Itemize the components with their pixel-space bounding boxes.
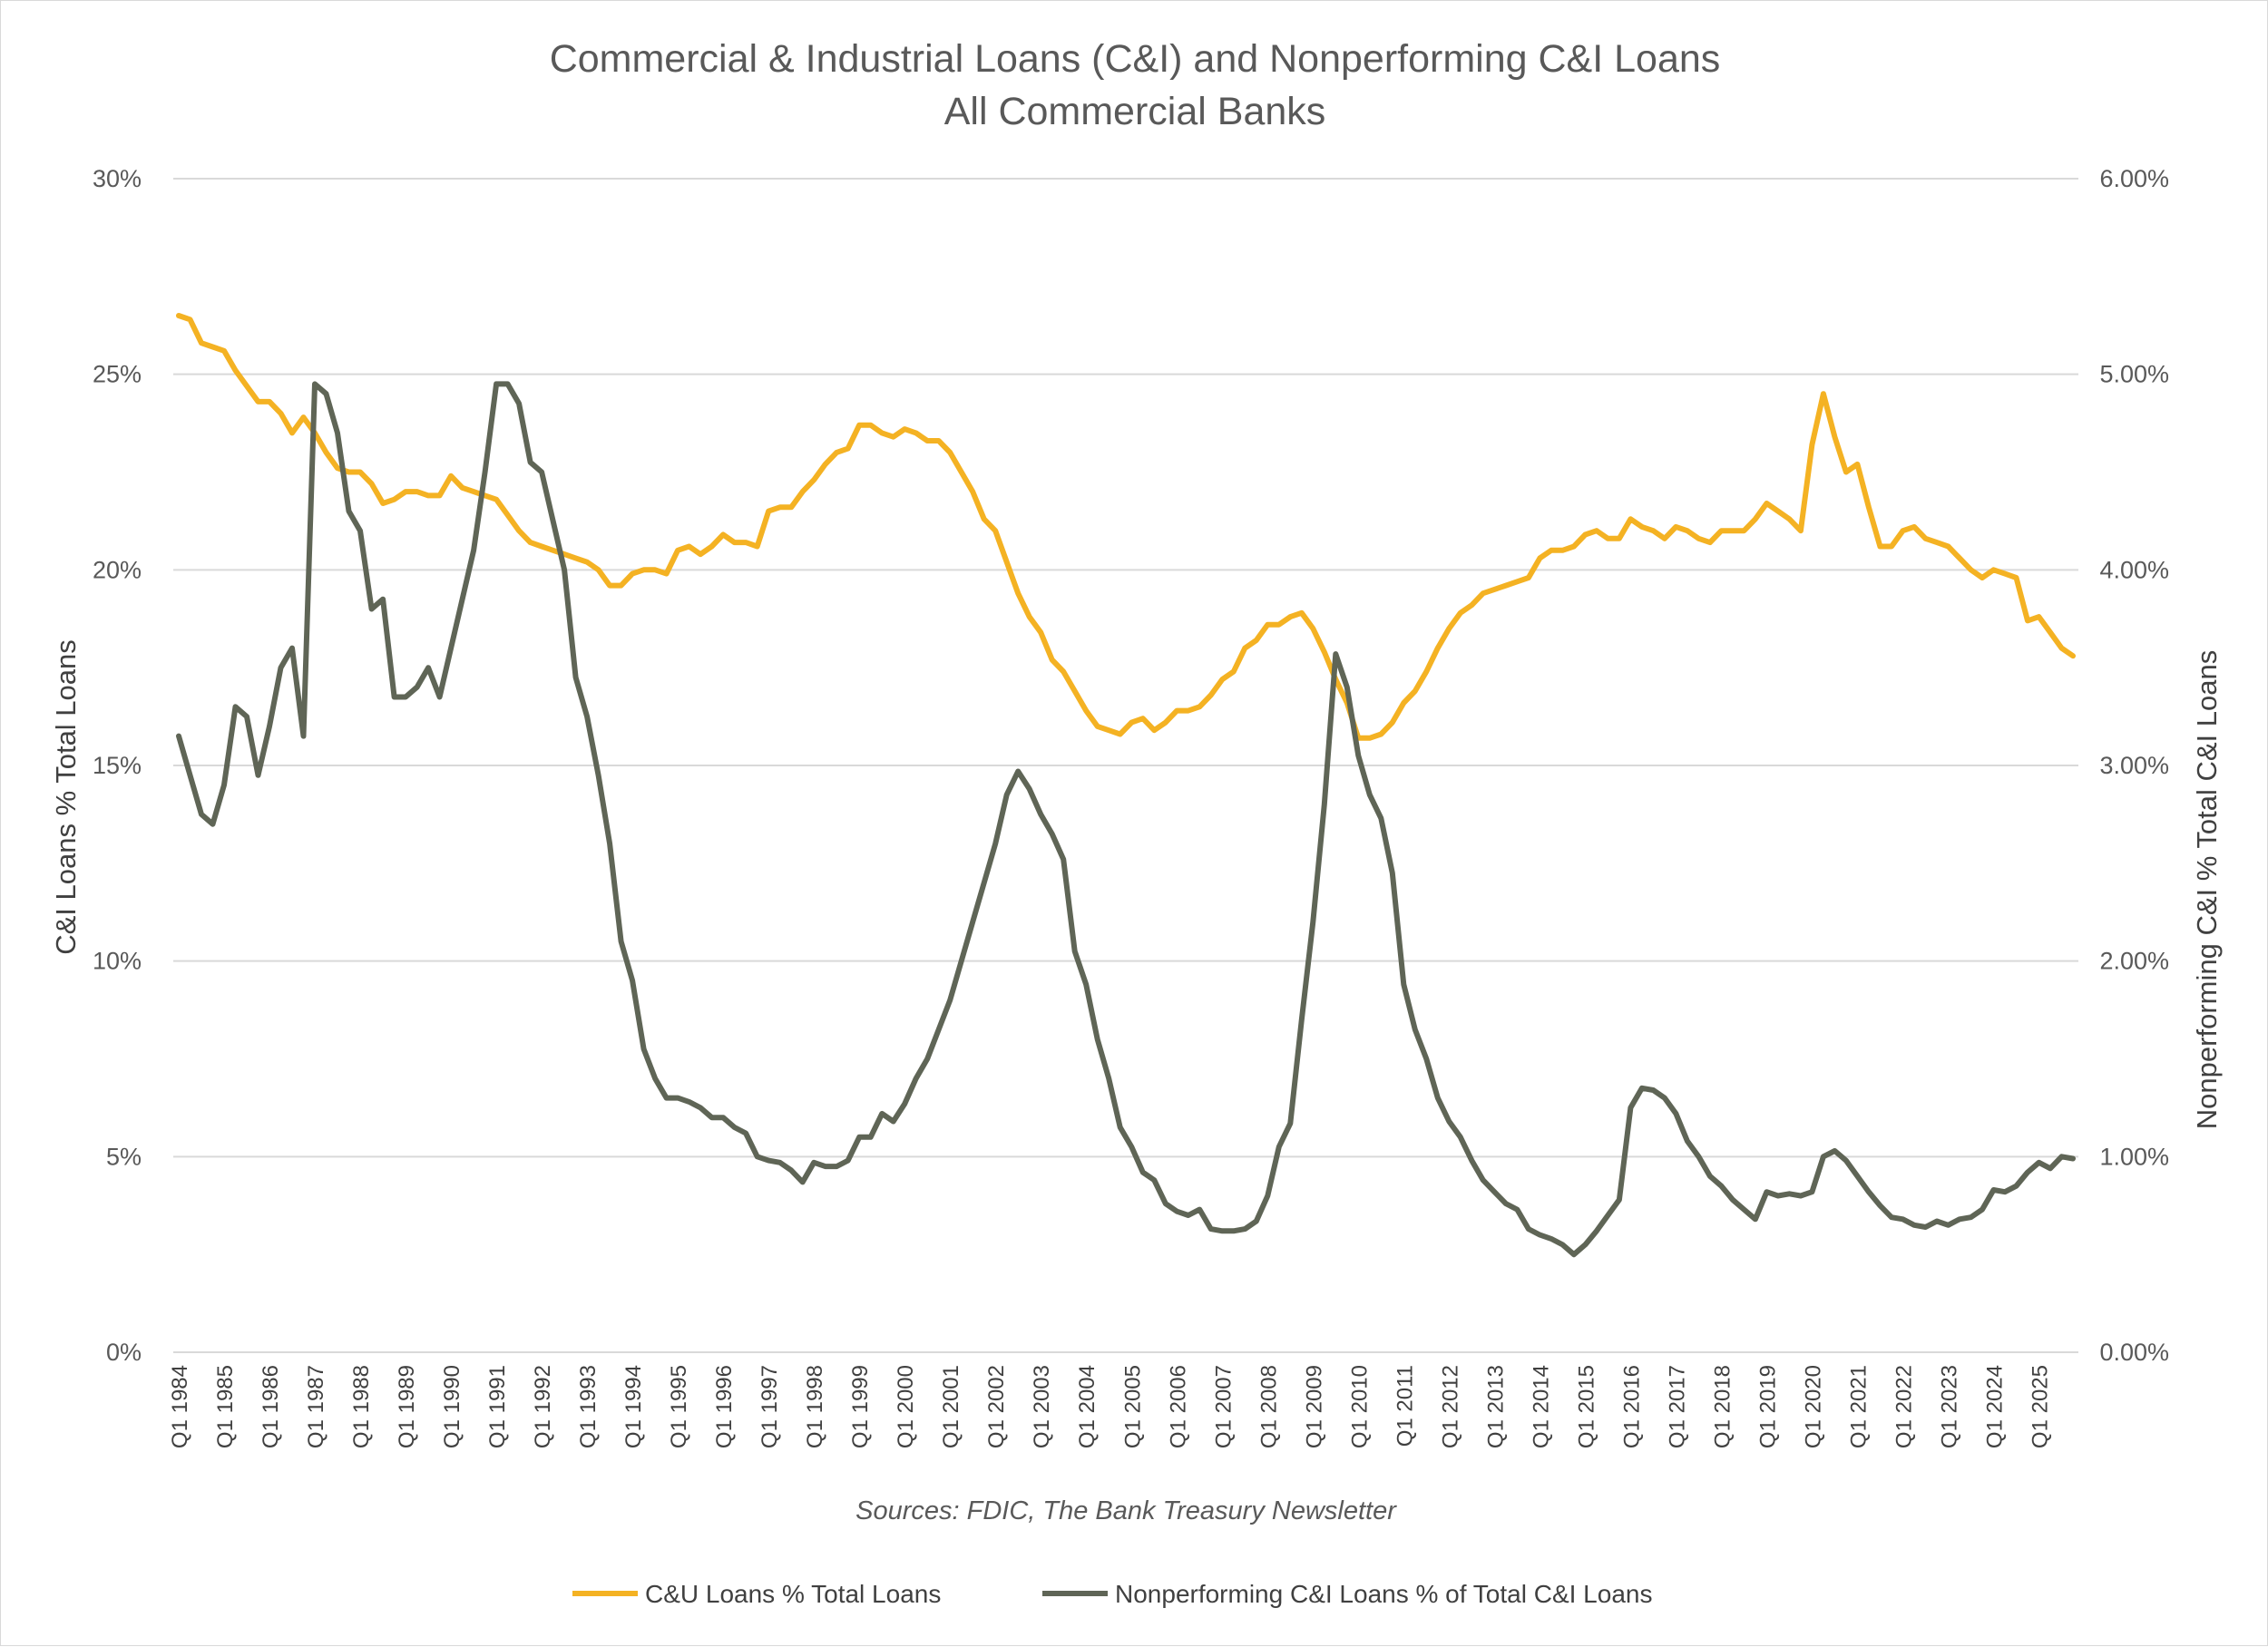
x-tick-label: Q1 1986 bbox=[259, 1365, 283, 1448]
x-tick-label: Q1 2005 bbox=[1120, 1365, 1145, 1448]
right-y-tick-label: 6.00% bbox=[2099, 165, 2169, 192]
x-tick-label: Q1 2019 bbox=[1755, 1365, 1780, 1448]
right-y-tick-label: 5.00% bbox=[2099, 361, 2169, 388]
x-tick-label: Q1 2011 bbox=[1393, 1365, 1417, 1447]
x-tick-label: Q1 1985 bbox=[213, 1365, 238, 1448]
x-tick-label: Q1 2016 bbox=[1619, 1365, 1644, 1448]
left-y-tick-label: 10% bbox=[93, 948, 142, 975]
x-tick-label: Q1 2020 bbox=[1801, 1365, 1825, 1448]
legend: C&U Loans % Total Loans Nonperforming C&… bbox=[572, 1580, 1652, 1608]
legend-label-nonperforming: Nonperforming C&I Loans % of Total C&I L… bbox=[1115, 1580, 1652, 1608]
chart-subtitle: All Commercial Banks bbox=[944, 90, 1326, 133]
x-tick-label: Q1 2015 bbox=[1574, 1365, 1598, 1448]
x-tick-label: Q1 2003 bbox=[1030, 1365, 1054, 1448]
x-tick-label: Q1 2024 bbox=[1982, 1365, 2007, 1448]
right-y-axis-label: Nonperforming C&I % Total C&I Loans bbox=[2191, 650, 2223, 1129]
x-tick-label: Q1 2007 bbox=[1211, 1365, 1236, 1448]
source-note: Sources: FDIC, The Bank Treasury Newslet… bbox=[855, 1496, 1397, 1525]
x-tick-label: Q1 1995 bbox=[667, 1365, 691, 1448]
x-tick-label: Q1 1987 bbox=[304, 1365, 328, 1448]
left-y-axis-ticks: 0% 5% 10% 15% 20% 25% 30% bbox=[93, 165, 142, 1366]
left-y-tick-label: 0% bbox=[106, 1339, 142, 1366]
right-y-tick-label: 3.00% bbox=[2099, 752, 2169, 779]
x-tick-label: Q1 2006 bbox=[1166, 1365, 1190, 1448]
gridlines bbox=[173, 178, 2078, 1353]
x-tick-label: Q1 2023 bbox=[1937, 1365, 1961, 1448]
series-line-cu-loans bbox=[176, 313, 2076, 741]
right-y-tick-label: 1.00% bbox=[2099, 1143, 2169, 1170]
x-tick-label: Q1 1991 bbox=[485, 1365, 510, 1448]
x-tick-label: Q1 2012 bbox=[1438, 1365, 1462, 1448]
x-tick-label: Q1 2010 bbox=[1347, 1365, 1372, 1448]
legend-label-cu-loans: C&U Loans % Total Loans bbox=[645, 1580, 941, 1608]
x-tick-label: Q1 2018 bbox=[1710, 1365, 1735, 1448]
x-tick-label: Q1 1989 bbox=[395, 1365, 419, 1448]
right-y-tick-label: 2.00% bbox=[2099, 948, 2169, 975]
x-tick-label: Q1 2022 bbox=[1892, 1365, 1916, 1448]
x-tick-label: Q1 1988 bbox=[349, 1365, 374, 1448]
left-y-axis-label: C&I Loans % Total Loans bbox=[50, 639, 82, 955]
left-y-tick-label: 25% bbox=[93, 361, 142, 388]
left-y-tick-label: 15% bbox=[93, 752, 142, 779]
x-tick-label: Q1 1997 bbox=[758, 1365, 782, 1448]
x-axis-ticks: Q1 1984 Q1 1985 Q1 1986 Q1 1987 Q1 1988 Q1 19… bbox=[168, 1365, 2052, 1448]
x-tick-label: Q1 1990 bbox=[440, 1365, 464, 1448]
x-tick-label: Q1 2021 bbox=[1846, 1365, 1871, 1448]
x-tick-label: Q1 2004 bbox=[1075, 1365, 1100, 1448]
x-tick-label: Q1 2017 bbox=[1665, 1365, 1689, 1448]
right-y-axis-ticks: 0.00% 1.00% 2.00% 3.00% 4.00% 5.00% 6.00% bbox=[2099, 165, 2169, 1366]
x-tick-label: Q1 2014 bbox=[1529, 1365, 1553, 1448]
x-tick-label: Q1 2013 bbox=[1483, 1365, 1508, 1448]
x-tick-label: Q1 1984 bbox=[168, 1365, 192, 1448]
right-y-tick-label: 4.00% bbox=[2099, 556, 2169, 583]
x-tick-label: Q1 1994 bbox=[621, 1365, 646, 1448]
x-tick-label: Q1 2000 bbox=[894, 1365, 918, 1448]
x-tick-label: Q1 1999 bbox=[848, 1365, 873, 1448]
chart-title: Commercial & Industrial Loans (C&I) and … bbox=[550, 37, 1721, 81]
left-y-tick-label: 30% bbox=[93, 165, 142, 192]
left-y-tick-label: 20% bbox=[93, 556, 142, 583]
series-lines bbox=[176, 313, 2076, 1258]
x-tick-label: Q1 2008 bbox=[1256, 1365, 1281, 1448]
x-tick-label: Q1 2002 bbox=[984, 1365, 1009, 1448]
x-tick-label: Q1 1993 bbox=[576, 1365, 601, 1448]
x-tick-label: Q1 1998 bbox=[803, 1365, 827, 1448]
series-line-nonperforming bbox=[176, 381, 2076, 1258]
left-y-tick-label: 5% bbox=[106, 1143, 142, 1170]
x-tick-label: Q1 2025 bbox=[2028, 1365, 2052, 1448]
x-tick-label: Q1 2001 bbox=[939, 1365, 963, 1448]
x-tick-label: Q1 1992 bbox=[531, 1365, 555, 1448]
x-tick-label: Q1 1996 bbox=[712, 1365, 737, 1448]
x-tick-label: Q1 2009 bbox=[1302, 1365, 1326, 1448]
right-y-tick-label: 0.00% bbox=[2099, 1339, 2169, 1366]
